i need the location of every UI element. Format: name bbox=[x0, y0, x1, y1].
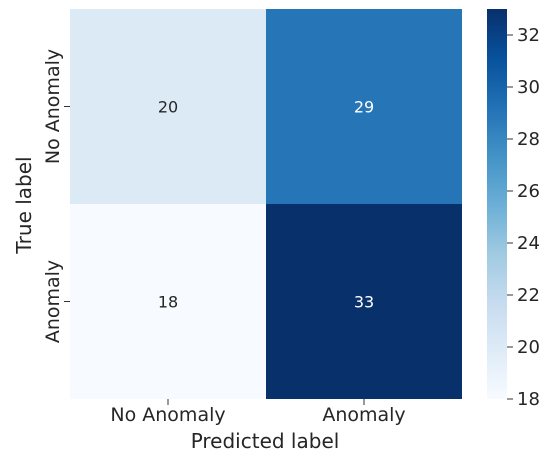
y-axis-ticks: No Anomaly Anomaly bbox=[42, 49, 70, 343]
cell-value-label: 29 bbox=[354, 98, 374, 117]
colorbar-tick-label: 18 bbox=[517, 389, 540, 410]
cell-value-label: 33 bbox=[354, 293, 374, 312]
heatmap-cell bbox=[70, 204, 266, 399]
colorbar bbox=[487, 9, 507, 399]
y-tick-label: Anomaly bbox=[42, 260, 64, 343]
x-tick-label: No Anomaly bbox=[110, 404, 225, 426]
y-axis-label: True label bbox=[12, 156, 36, 254]
x-axis-ticks: No Anomaly Anomaly bbox=[110, 399, 406, 426]
colorbar-tick-label: 28 bbox=[517, 129, 540, 150]
cell-value-label: 20 bbox=[158, 98, 178, 117]
x-axis-label: Predicted label bbox=[191, 429, 340, 453]
colorbar-tick-label: 30 bbox=[517, 77, 540, 98]
heatmap-cell bbox=[70, 9, 266, 204]
heatmap-cell bbox=[266, 204, 462, 399]
y-tick-label: No Anomaly bbox=[42, 49, 64, 164]
colorbar-tick-label: 20 bbox=[517, 337, 540, 358]
colorbar-tick-label: 32 bbox=[517, 25, 540, 46]
cell-value-label: 18 bbox=[158, 293, 178, 312]
heatmap-cells: 20 29 18 33 bbox=[70, 9, 462, 399]
colorbar-ticks: 18 20 22 24 26 28 30 32 bbox=[507, 25, 540, 410]
colorbar-tick-label: 26 bbox=[517, 181, 540, 202]
colorbar-tick-label: 24 bbox=[517, 233, 540, 254]
x-tick-label: Anomaly bbox=[322, 404, 405, 426]
heatmap-cell bbox=[266, 9, 462, 204]
colorbar-tick-label: 22 bbox=[517, 285, 540, 306]
